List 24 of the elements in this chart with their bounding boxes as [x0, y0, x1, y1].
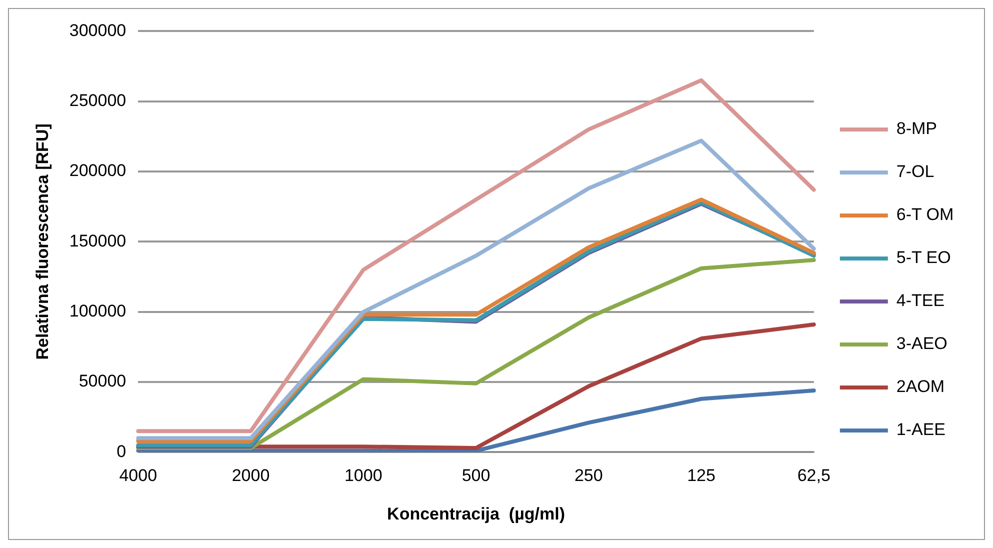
x-tick-label: 62,5 [797, 466, 830, 486]
y-tick-label: 50000 [78, 372, 126, 391]
legend-label: 2AOM [896, 377, 945, 396]
legend-label: 5-T EO [896, 248, 951, 268]
legend-label: 3-AEO [896, 334, 948, 354]
x-tick-label: 2000 [232, 466, 270, 486]
y-tick-label: 250000 [69, 91, 126, 110]
x-tick-label: 500 [462, 466, 490, 486]
x-tick-label: 4000 [119, 466, 158, 486]
legend-label: 1-AEE [896, 420, 946, 440]
y-axis-title: Relativna fluorescenca [RFU] [32, 124, 52, 360]
legend-label: 8-MP [896, 119, 938, 138]
y-tick-label: 200000 [69, 161, 126, 180]
x-tick-label: 1000 [344, 466, 382, 486]
y-tick-label: 0 [116, 442, 126, 461]
y-tick-label: 300000 [69, 20, 126, 40]
legend-label: 6-T OM [896, 205, 954, 224]
y-tick-label: 100000 [69, 302, 126, 321]
x-axis-title: Koncentracija (µg/ml) [387, 504, 565, 524]
legend-label: 4-TEE [896, 291, 945, 310]
x-tick-label: 250 [574, 466, 603, 486]
x-tick-label: 125 [687, 466, 716, 486]
legend-label: 7-OL [896, 162, 934, 182]
y-tick-label: 150000 [69, 231, 126, 250]
